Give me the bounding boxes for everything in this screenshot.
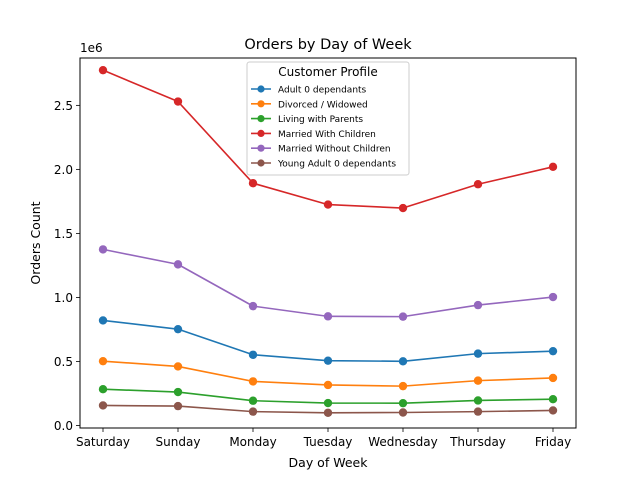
legend-title: Customer Profile xyxy=(278,65,377,79)
data-point xyxy=(173,97,183,106)
data-point xyxy=(548,162,558,172)
legend-label: Married With Children xyxy=(278,130,376,140)
data-point xyxy=(173,324,183,334)
data-point xyxy=(398,203,408,213)
data-point xyxy=(98,356,108,366)
y-tick-label: 0.0 xyxy=(54,419,73,433)
legend-item: Adult 0 dependants xyxy=(251,85,367,96)
data-point xyxy=(248,301,258,311)
legend-label: Divorced / Widowed xyxy=(278,100,368,110)
series-living-with-parents xyxy=(98,385,558,408)
data-point xyxy=(323,380,333,390)
y-tick-label: 1.5 xyxy=(54,227,73,241)
data-point xyxy=(548,292,558,302)
legend-item: Living with Parents xyxy=(251,115,363,125)
data-point xyxy=(398,357,408,366)
series-adult-0-dependants xyxy=(98,316,558,366)
y-tick-label: 1.0 xyxy=(54,291,73,305)
data-point xyxy=(398,398,408,408)
data-point xyxy=(548,373,558,383)
data-point xyxy=(248,179,258,188)
x-tick-label: Sunday xyxy=(156,435,201,449)
data-point xyxy=(173,362,183,371)
data-point xyxy=(98,401,108,410)
data-point xyxy=(323,312,333,321)
data-point xyxy=(323,408,333,417)
data-point xyxy=(173,260,183,269)
data-point xyxy=(323,356,333,365)
data-point xyxy=(398,408,408,417)
x-tick-label: Friday xyxy=(535,435,571,449)
data-point xyxy=(398,381,408,391)
data-point xyxy=(173,401,183,411)
legend-item: Young Adult 0 dependants xyxy=(251,159,396,170)
legend: Customer Profile Adult 0 dependants Divorc… xyxy=(246,61,410,176)
legend-item: Divorced / Widowed xyxy=(251,100,368,110)
data-point xyxy=(473,407,483,416)
y-tick-label: 2.0 xyxy=(54,163,73,177)
legend-box xyxy=(246,61,410,176)
legend-swatch-marker xyxy=(257,159,265,167)
legend-item: Married With Children xyxy=(251,129,376,140)
legend-swatch-marker xyxy=(257,85,265,93)
data-point xyxy=(98,316,108,325)
legend-swatch-marker xyxy=(257,100,265,108)
data-point xyxy=(548,406,558,415)
data-point xyxy=(248,396,258,405)
data-point xyxy=(248,350,258,359)
legend-label: Young Adult 0 dependants xyxy=(277,160,396,170)
data-point xyxy=(98,385,108,394)
data-point xyxy=(548,346,558,356)
data-point xyxy=(323,398,333,408)
y-tick-label: 0.5 xyxy=(54,355,73,369)
plot-area: Saturday Sunday Monday Tuesday Wednesday Thur… xyxy=(54,65,571,449)
chart-title: Orders by Day of Week xyxy=(244,37,412,53)
y-tick-label: 2.5 xyxy=(54,99,73,113)
y-offset-label: 1e6 xyxy=(80,41,103,55)
legend-label: Married Without Children xyxy=(278,145,391,155)
data-point xyxy=(473,180,483,189)
data-point xyxy=(173,387,183,397)
data-point xyxy=(98,245,108,254)
data-point xyxy=(473,300,483,310)
x-tick-label: Monday xyxy=(229,435,276,449)
series-divorced-widowed xyxy=(98,356,558,391)
x-tick-label: Thursday xyxy=(449,435,506,449)
legend-swatch-marker xyxy=(257,129,265,137)
legend-swatch-marker xyxy=(257,115,265,123)
series-young-adult-0-dependants xyxy=(98,401,558,417)
data-point xyxy=(473,396,483,405)
series-married-without-children xyxy=(98,245,558,321)
data-point xyxy=(473,349,483,358)
x-axis-label: Day of Week xyxy=(289,455,369,470)
series-married-with-children xyxy=(98,65,558,213)
legend-swatch-marker xyxy=(257,144,265,152)
legend-label: Living with Parents xyxy=(278,115,363,125)
axes-frame xyxy=(79,57,577,429)
legend-label: Adult 0 dependants xyxy=(278,86,367,96)
data-point xyxy=(548,394,558,404)
data-point xyxy=(98,65,108,75)
x-tick-label: Tuesday xyxy=(303,435,353,449)
data-point xyxy=(323,200,333,209)
data-point xyxy=(473,376,483,385)
legend-item: Married Without Children xyxy=(251,144,391,155)
data-point xyxy=(398,312,408,321)
x-tick-label: Wednesday xyxy=(368,435,437,449)
y-axis-label: Orders Count xyxy=(28,201,43,284)
x-tick-label: Saturday xyxy=(76,435,130,449)
data-point xyxy=(248,407,258,416)
data-point xyxy=(248,377,258,386)
